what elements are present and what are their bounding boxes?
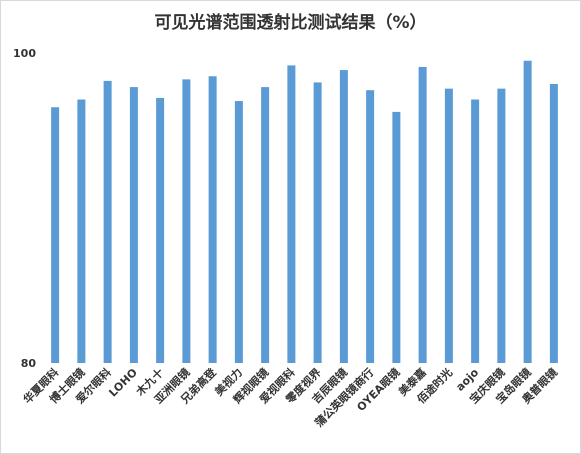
bar	[366, 90, 375, 363]
chart-title: 可见光谱范围透射比测试结果（%）	[154, 13, 427, 33]
bar	[287, 65, 296, 364]
bar	[444, 88, 453, 364]
bar	[234, 101, 243, 364]
bar	[497, 88, 506, 364]
bar	[129, 87, 138, 363]
bar	[156, 97, 165, 363]
bar	[182, 79, 191, 363]
bar	[208, 76, 217, 363]
bar	[549, 84, 558, 363]
bar	[51, 107, 60, 363]
bar	[339, 70, 348, 364]
bar	[392, 111, 401, 364]
bar	[77, 99, 86, 363]
bar	[261, 87, 270, 363]
y-tick-label: 80	[21, 357, 37, 370]
bar	[103, 80, 112, 364]
bar	[418, 66, 427, 363]
x-tick-label: LOHO	[106, 366, 140, 400]
bar	[471, 99, 480, 363]
bar	[313, 82, 322, 363]
bar	[523, 60, 532, 363]
y-tick-label: 100	[13, 47, 36, 60]
